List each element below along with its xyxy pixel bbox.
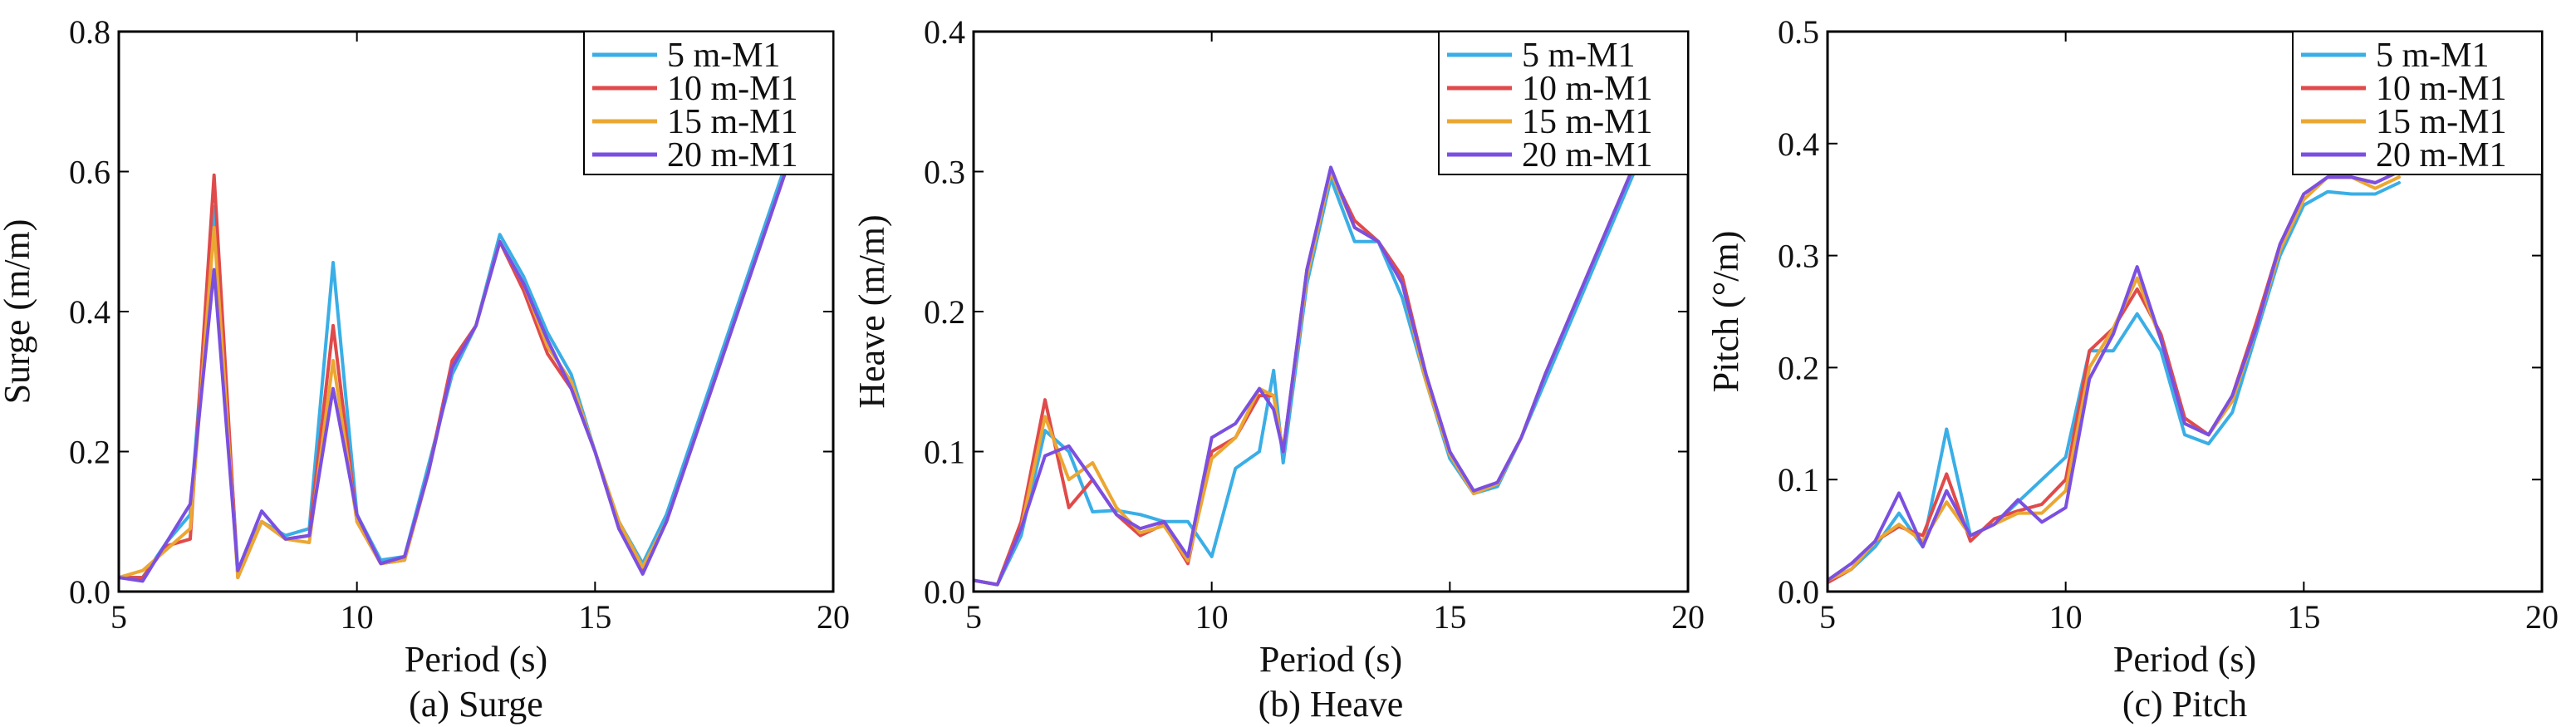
y-tick-label: 0.1 (924, 434, 965, 471)
panel-1: 5 10 15 20 0.0 0.1 0.2 0.3 0.4 Period (s) Heave (m… (851, 13, 1705, 725)
x-axis-title: Period (s) (1259, 639, 1402, 680)
y-tick-label: 0.4 (924, 13, 965, 51)
x-tick-label: 15 (1433, 598, 1466, 636)
series-line-3 (1828, 169, 2401, 582)
series-group (974, 37, 1688, 587)
y-tick-label: 0.6 (69, 154, 110, 191)
legend-label: 20 m-M1 (2376, 136, 2507, 174)
y-axis-title: Heave (m/m) (851, 214, 892, 408)
series-line-2 (1828, 175, 2401, 582)
x-tick-label: 20 (2525, 598, 2559, 636)
plot-frame (1826, 30, 2544, 593)
y-tick-label: 0.5 (1778, 13, 1819, 51)
y-tick-label: 0.8 (69, 13, 110, 51)
x-axis-title: Period (s) (2113, 639, 2256, 680)
legend-label: 15 m-M1 (667, 103, 798, 141)
legend-label: 10 m-M1 (2376, 70, 2507, 108)
series-line-1 (1828, 169, 2401, 585)
x-tick-label: 15 (2287, 598, 2320, 636)
y-tick-label: 0.4 (1778, 125, 1819, 163)
x-tick-label: 5 (1819, 598, 1836, 636)
panel-2: 5 10 15 20 0.0 0.1 0.2 0.3 0.4 0.5 Period (s) Pitch… (1705, 13, 2559, 725)
legend-label: 10 m-M1 (1522, 70, 1653, 108)
legend-label: 20 m-M1 (667, 136, 798, 174)
y-tick-label: 0.1 (1778, 461, 1819, 499)
y-tick-label: 0.2 (69, 434, 110, 471)
y-tick-label: 0.3 (924, 154, 965, 191)
panel-caption: (b) Heave (1259, 684, 1404, 725)
x-tick-label: 20 (817, 598, 850, 636)
y-tick-label: 0.0 (1778, 573, 1819, 611)
x-tick-label: 20 (1671, 598, 1705, 636)
y-tick-label: 0.4 (69, 293, 110, 331)
series-line-0 (1828, 181, 2401, 582)
y-axis-title: Pitch (°/m) (1705, 231, 1746, 393)
panel-0: 5 10 15 20 0.0 0.2 0.4 0.6 0.8 Period (s) Surge (m… (0, 13, 850, 725)
series-group (119, 32, 833, 583)
series-group (1828, 169, 2401, 585)
x-tick-label: 10 (341, 598, 374, 636)
panel-caption: (c) Pitch (2122, 684, 2247, 725)
x-tick-label: 5 (110, 598, 127, 636)
x-tick-label: 5 (965, 598, 982, 636)
y-tick-label: 0.0 (69, 573, 110, 611)
legend-label: 10 m-M1 (667, 70, 798, 108)
x-tick-label: 15 (578, 598, 611, 636)
y-axis-title: Surge (m/m) (0, 219, 37, 405)
x-tick-label: 10 (2049, 598, 2083, 636)
x-axis-title: Period (s) (405, 639, 547, 680)
legend-label: 5 m-M1 (667, 37, 781, 75)
y-tick-label: 0.2 (924, 293, 965, 331)
legend-label: 15 m-M1 (2376, 103, 2507, 141)
series-line-3 (119, 32, 833, 583)
y-tick-label: 0.3 (1778, 238, 1819, 275)
series-line-3 (974, 37, 1688, 587)
legend-label: 5 m-M1 (1522, 37, 1636, 75)
legend-label: 20 m-M1 (1522, 136, 1653, 174)
legend-label: 5 m-M1 (2376, 37, 2490, 75)
y-tick-label: 0.0 (924, 573, 965, 611)
legend-label: 15 m-M1 (1522, 103, 1653, 141)
x-tick-label: 10 (1195, 598, 1229, 636)
panel-caption: (a) Surge (409, 684, 543, 725)
y-tick-label: 0.2 (1778, 349, 1819, 386)
